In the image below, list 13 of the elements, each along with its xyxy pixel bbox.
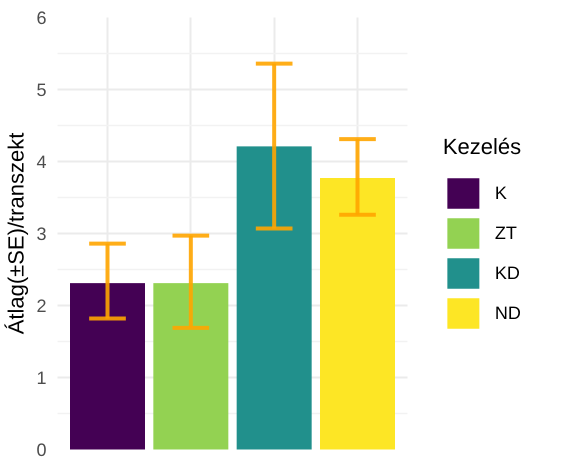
legend-label: K bbox=[494, 182, 508, 204]
legend-title: Kezelés bbox=[442, 134, 522, 160]
legend-label: ZT bbox=[494, 222, 517, 244]
y-tick-label: 1 bbox=[36, 368, 47, 388]
y-tick-label: 4 bbox=[36, 152, 47, 172]
y-axis-title: Átlag(±SE)/transzekt bbox=[3, 132, 28, 334]
y-tick-label: 0 bbox=[36, 440, 47, 460]
y-tick-label: 2 bbox=[36, 296, 47, 316]
y-tick-label: 6 bbox=[36, 8, 47, 28]
legend-label: ND bbox=[494, 302, 521, 324]
legend-label: KD bbox=[494, 262, 520, 284]
y-tick-label: 3 bbox=[36, 224, 47, 244]
y-tick-label: 5 bbox=[36, 80, 47, 100]
